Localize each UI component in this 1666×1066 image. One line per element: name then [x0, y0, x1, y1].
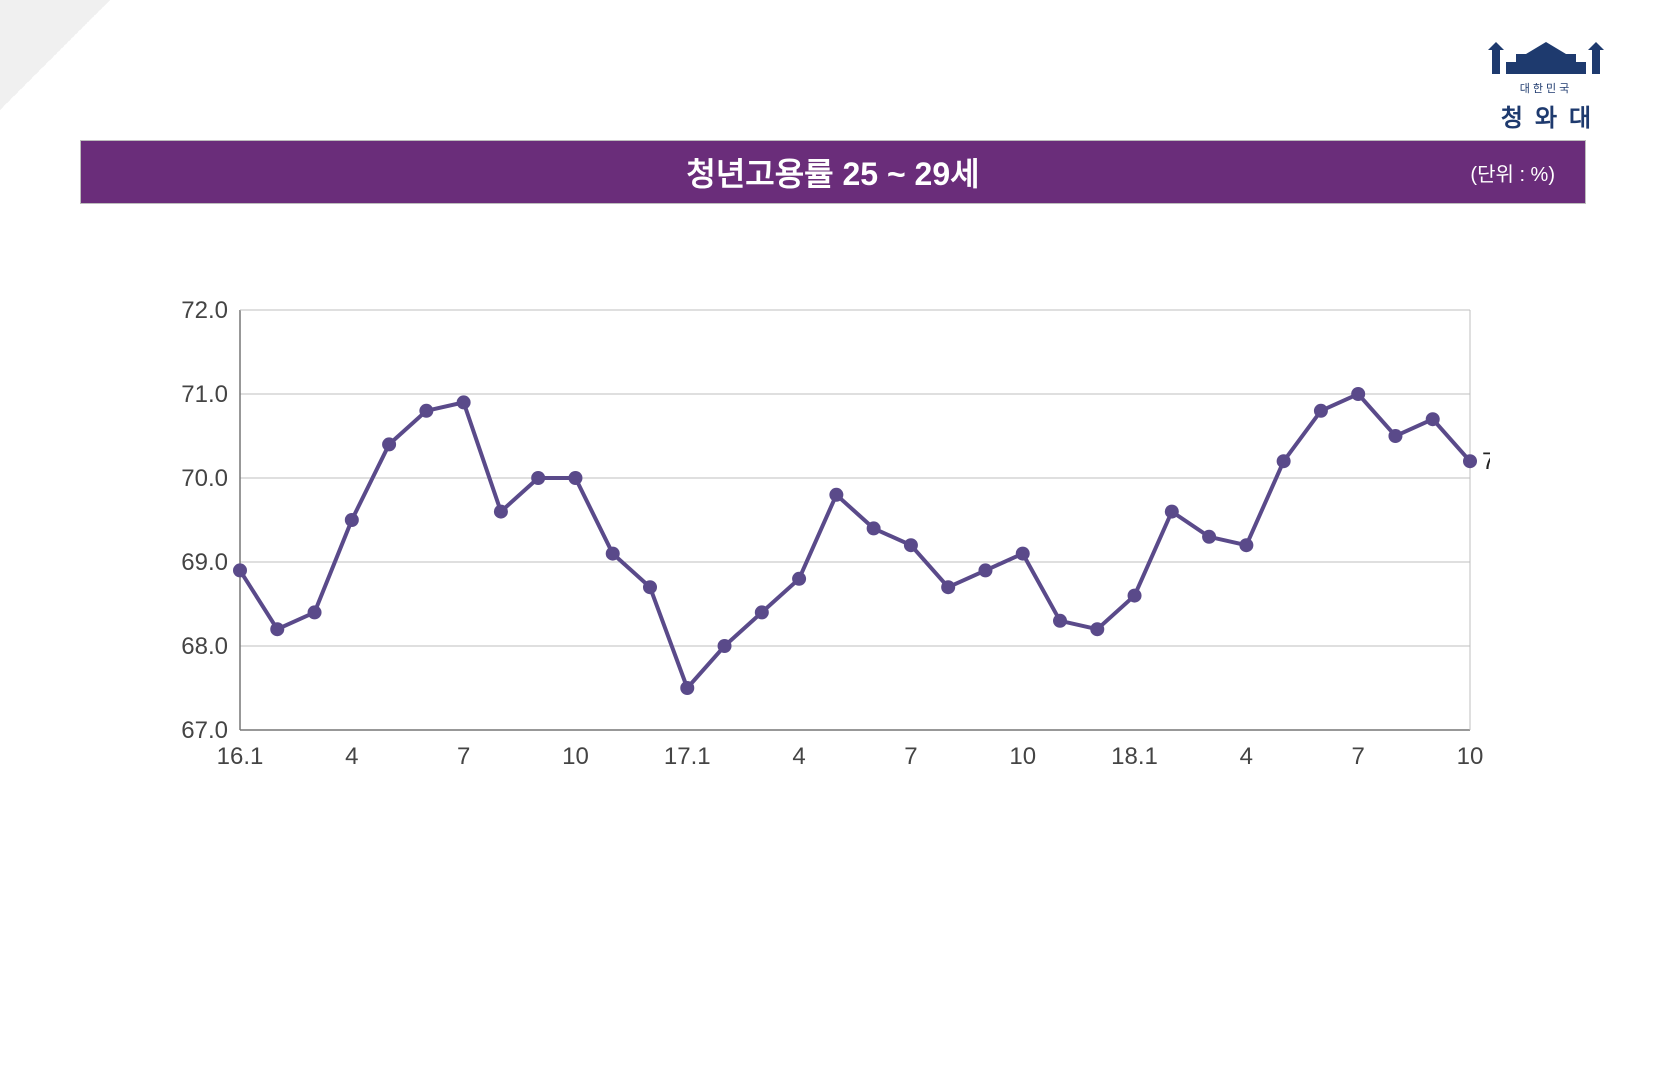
- svg-text:16.1: 16.1: [217, 743, 264, 770]
- svg-text:10: 10: [1457, 743, 1484, 770]
- svg-text:4: 4: [792, 743, 805, 770]
- svg-text:4: 4: [1240, 743, 1253, 770]
- corner-accent: [0, 0, 110, 110]
- svg-text:72.0: 72.0: [181, 297, 228, 324]
- line-chart: 67.0 68.0 69.0 70.0 71.0 72.0 16.1 4 7 10 17.1 4 7 10…: [170, 290, 1490, 790]
- title-bar: 청년고용률 25 ~ 29세 (단위 : %): [80, 140, 1586, 204]
- svg-text:69.0: 69.0: [181, 549, 228, 576]
- logo-block: 대한민국 청와대: [1486, 40, 1606, 133]
- svg-text:68.0: 68.0: [181, 633, 228, 660]
- svg-text:17.1: 17.1: [664, 743, 711, 770]
- svg-text:7: 7: [904, 743, 917, 770]
- svg-text:18.1: 18.1: [1111, 743, 1158, 770]
- chart-title: 청년고용률 25 ~ 29세: [686, 149, 979, 195]
- svg-text:71.0: 71.0: [181, 381, 228, 408]
- svg-text:70.0: 70.0: [181, 465, 228, 492]
- svg-text:10: 10: [1009, 743, 1036, 770]
- logo-sub-text: 대한민국: [1486, 80, 1606, 96]
- svg-text:10: 10: [562, 743, 589, 770]
- svg-text:7: 7: [457, 743, 470, 770]
- svg-text:7: 7: [1352, 743, 1365, 770]
- logo-main-text: 청와대: [1486, 98, 1606, 133]
- logo-building-icon: [1486, 40, 1606, 78]
- svg-text:70.2: 70.2: [1482, 448, 1490, 475]
- svg-text:67.0: 67.0: [181, 717, 228, 744]
- svg-text:4: 4: [345, 743, 358, 770]
- chart-unit: (단위 : %): [1470, 158, 1555, 187]
